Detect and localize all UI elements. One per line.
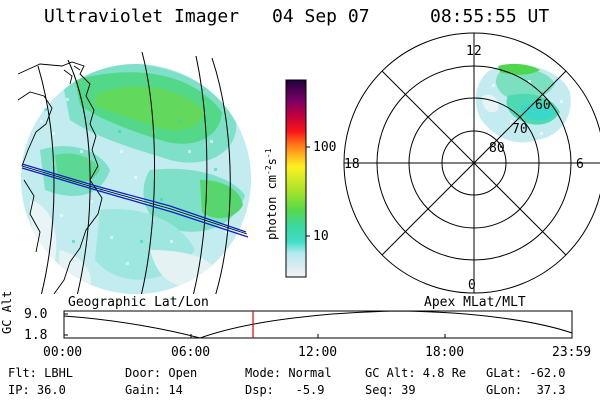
info-seq: Seq: 39 — [365, 383, 416, 397]
colorbar-tick-100: 100 — [313, 140, 337, 155]
timeline-ytick-high: 9.0 — [24, 307, 48, 322]
colorbar-unit-label: photon cm-2s-1 — [264, 148, 279, 240]
info-dsp: Dsp: -5.9 — [245, 383, 325, 397]
altitude-timeline — [63, 310, 573, 339]
polar-plot — [343, 32, 600, 294]
info-door: Door: Open — [125, 366, 198, 380]
timeline-xtick-0600: 06:00 — [171, 345, 211, 360]
mlt-label-6: 6 — [576, 157, 584, 172]
date-readout: 04 Sep 07 — [272, 6, 370, 27]
timeline-xtick-2359: 23:59 — [552, 345, 592, 360]
geo-panel-label: Geographic Lat/Lon — [68, 295, 209, 310]
time-readout: 08:55:55 UT — [430, 6, 550, 27]
geo-image-disk — [17, 51, 251, 294]
lat-label-70: 70 — [512, 122, 528, 137]
mlt-label-12: 12 — [466, 44, 482, 59]
lat-label-80: 80 — [489, 141, 505, 156]
info-glon: GLon: 37.3 — [486, 383, 566, 397]
info-gc-alt: GC Alt: 4.8 Re — [365, 366, 467, 380]
info-ip: IP: 36.0 — [8, 383, 66, 397]
timeline-xtick-0000: 00:00 — [43, 345, 83, 360]
mlt-label-18: 18 — [344, 157, 360, 172]
info-gain: Gain: 14 — [125, 383, 183, 397]
polar-panel-label: Apex MLat/MLT — [424, 295, 526, 310]
lat-label-60: 60 — [535, 98, 551, 113]
timeline-xtick-1200: 12:00 — [298, 345, 338, 360]
info-mode: Mode: Normal — [245, 366, 332, 380]
timeline-ylabel: GC Alt — [0, 290, 14, 334]
app-title: Ultraviolet Imager — [44, 6, 240, 27]
colorbar — [285, 79, 310, 278]
timeline-xtick-1800: 18:00 — [425, 345, 465, 360]
colorbar-tick-10: 10 — [313, 229, 329, 244]
timeline-ytick-low: 1.8 — [24, 328, 48, 343]
info-filter: Flt: LBHL — [8, 366, 74, 380]
mlt-label-0: 0 — [468, 278, 476, 293]
info-glat: GLat: -62.0 — [486, 366, 566, 380]
